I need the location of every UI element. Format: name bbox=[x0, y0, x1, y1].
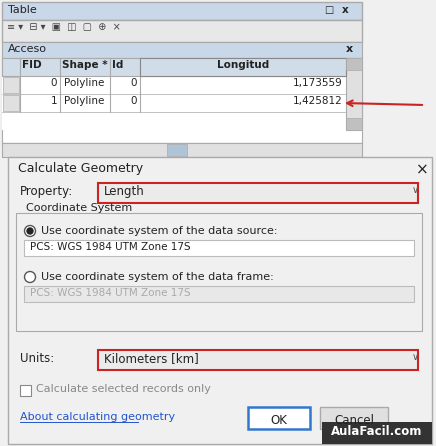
Text: ∨: ∨ bbox=[412, 352, 419, 362]
Bar bbox=[3, 77, 19, 93]
Bar bbox=[2, 58, 362, 143]
Circle shape bbox=[27, 228, 33, 234]
Text: Calculate Geometry: Calculate Geometry bbox=[18, 162, 143, 175]
Text: Length: Length bbox=[104, 185, 145, 198]
Text: 0: 0 bbox=[130, 96, 137, 106]
Text: 1: 1 bbox=[51, 96, 57, 106]
Bar bbox=[2, 42, 362, 58]
Bar bbox=[98, 350, 418, 370]
Text: Table: Table bbox=[8, 5, 37, 15]
Text: Coordinate System: Coordinate System bbox=[26, 203, 132, 213]
Bar bbox=[24, 286, 414, 302]
Bar bbox=[16, 213, 422, 331]
Text: AulaFacil.com: AulaFacil.com bbox=[331, 425, 422, 438]
Bar bbox=[248, 407, 310, 429]
Bar bbox=[2, 112, 346, 130]
Text: ×: × bbox=[416, 162, 429, 177]
Bar bbox=[24, 240, 414, 256]
Text: 1,173559: 1,173559 bbox=[293, 78, 343, 88]
Text: Polyline: Polyline bbox=[64, 78, 104, 88]
Text: Id: Id bbox=[112, 60, 123, 70]
Text: PCS: WGS 1984 UTM Zone 17S: PCS: WGS 1984 UTM Zone 17S bbox=[30, 288, 191, 298]
Text: Polyline: Polyline bbox=[64, 96, 104, 106]
Circle shape bbox=[24, 226, 35, 236]
Bar bbox=[322, 422, 432, 444]
Text: Shape *: Shape * bbox=[62, 60, 108, 70]
Bar bbox=[346, 58, 362, 70]
Text: Acceso: Acceso bbox=[8, 44, 47, 54]
Text: FID: FID bbox=[22, 60, 41, 70]
Bar bbox=[8, 157, 432, 444]
Text: 0: 0 bbox=[51, 78, 57, 88]
Bar bbox=[2, 143, 362, 157]
Text: Kilometers [km]: Kilometers [km] bbox=[104, 352, 199, 365]
Text: 1,425812: 1,425812 bbox=[293, 96, 343, 106]
Text: x: x bbox=[342, 5, 349, 15]
Bar bbox=[320, 407, 388, 429]
Bar bbox=[98, 183, 418, 203]
Text: Property:: Property: bbox=[20, 185, 73, 198]
Text: OK: OK bbox=[271, 414, 287, 427]
Bar bbox=[140, 58, 346, 76]
Bar bbox=[2, 20, 362, 42]
Text: Cancel: Cancel bbox=[334, 414, 374, 427]
Bar bbox=[346, 118, 362, 130]
Text: Use coordinate system of the data source:: Use coordinate system of the data source… bbox=[41, 226, 277, 236]
Bar bbox=[2, 76, 346, 94]
Bar bbox=[2, 58, 346, 76]
Text: Units:: Units: bbox=[20, 352, 54, 365]
Bar bbox=[2, 94, 346, 112]
Bar bbox=[167, 144, 187, 156]
Bar bbox=[20, 385, 31, 396]
Text: About calculating geometry: About calculating geometry bbox=[20, 412, 175, 422]
Text: □: □ bbox=[324, 5, 333, 15]
Bar bbox=[3, 95, 19, 111]
Text: Longitud: Longitud bbox=[217, 60, 269, 70]
Text: x: x bbox=[346, 44, 353, 54]
Text: ∨: ∨ bbox=[412, 185, 419, 195]
Text: 0: 0 bbox=[130, 78, 137, 88]
Bar bbox=[346, 58, 362, 130]
Text: ≡ ▾  ⊟ ▾  ▣  ◫  ▢  ⊕  ×: ≡ ▾ ⊟ ▾ ▣ ◫ ▢ ⊕ × bbox=[7, 22, 121, 32]
Circle shape bbox=[24, 272, 35, 282]
Text: PCS: WGS 1984 UTM Zone 17S: PCS: WGS 1984 UTM Zone 17S bbox=[30, 242, 191, 252]
Bar bbox=[2, 2, 362, 20]
Text: Use coordinate system of the data frame:: Use coordinate system of the data frame: bbox=[41, 272, 274, 282]
Text: Calculate selected records only: Calculate selected records only bbox=[36, 384, 211, 394]
